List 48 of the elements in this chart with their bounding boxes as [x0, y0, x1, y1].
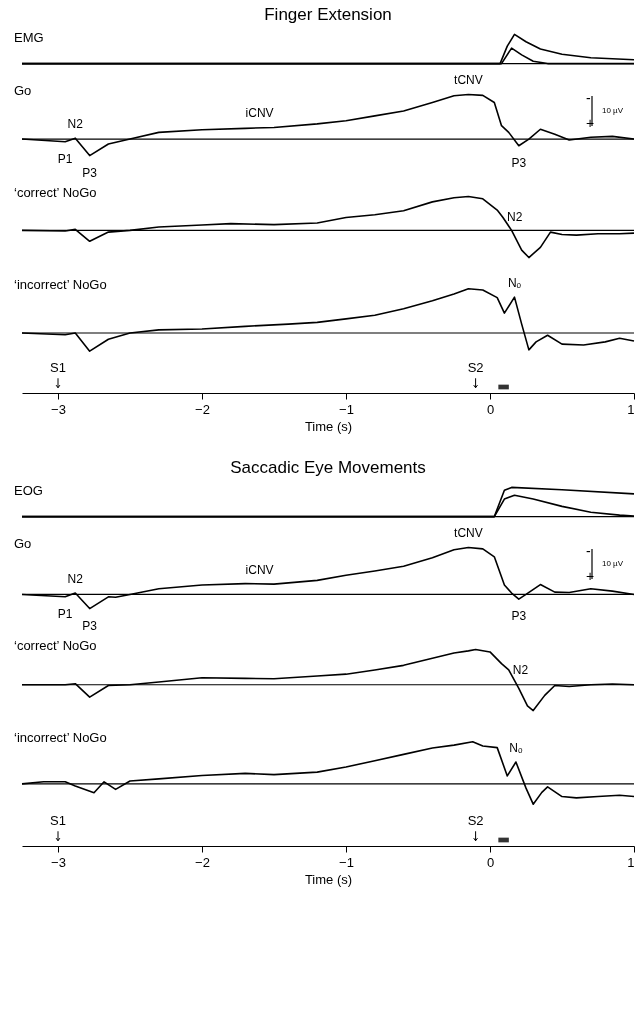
annotation: N2 — [506, 210, 523, 225]
chart-title: Finger Extension — [264, 5, 392, 24]
y-axis-title: ‘incorrect’ NoGo — [14, 277, 107, 292]
x-tick-label: 1 — [627, 854, 635, 870]
x-tick-label: −1 — [339, 401, 354, 417]
x-tick-label: 0 — [486, 401, 495, 417]
x-tick-label: −3 — [51, 401, 66, 417]
x-axis-title: Time (s) — [304, 871, 353, 887]
annotation: iCNV — [245, 106, 274, 121]
annotation: 10 µV — [602, 106, 624, 115]
annotation: 10 µV — [602, 559, 624, 568]
annotation: - — [586, 90, 591, 106]
annotation: N2 — [67, 572, 84, 587]
x-tick-label: 1 — [627, 401, 635, 417]
y-axis-title: Go — [14, 83, 32, 98]
ref-line-label: S2 — [467, 360, 484, 375]
y-axis-title: EMG — [14, 30, 44, 45]
ref-line-label: S1 — [50, 813, 66, 828]
annotation: tCNV — [454, 526, 483, 541]
annotation: P1 — [57, 606, 73, 621]
annotation: N2 — [512, 662, 529, 677]
x-tick-label: −1 — [339, 854, 354, 870]
x-tick-label: −2 — [195, 854, 210, 870]
annotation: Nₒ — [507, 276, 522, 291]
annotation: tCNV — [454, 73, 483, 88]
ref-line-label: S1 — [50, 360, 66, 375]
annotation: P1 — [57, 151, 73, 166]
annotation: - — [586, 543, 591, 559]
x-tick-label: 0 — [486, 854, 495, 870]
annotation: + — [586, 568, 595, 584]
y-axis-title: ‘correct’ NoGo — [14, 638, 97, 653]
x-tick-label: −2 — [195, 401, 210, 417]
x-axis-title: Time (s) — [304, 418, 353, 434]
annotation: P3 — [82, 165, 98, 180]
x-tick-label: −3 — [51, 854, 66, 870]
y-axis-title: ‘correct’ NoGo — [14, 185, 97, 200]
annotation: P3 — [511, 609, 527, 624]
annotation: P3 — [511, 155, 527, 170]
annotation: N2 — [67, 117, 84, 132]
y-axis-title: EOG — [14, 483, 43, 498]
chart-title: Saccadic Eye Movements — [230, 458, 426, 477]
y-axis-title: ‘incorrect’ NoGo — [14, 730, 107, 745]
annotation: + — [586, 115, 595, 131]
y-axis-title: Go — [14, 536, 32, 551]
annotation: P3 — [82, 618, 98, 633]
annotation: Nₒ — [509, 740, 523, 755]
annotation: iCNV — [245, 563, 274, 578]
ref-line-label: S2 — [467, 813, 484, 828]
